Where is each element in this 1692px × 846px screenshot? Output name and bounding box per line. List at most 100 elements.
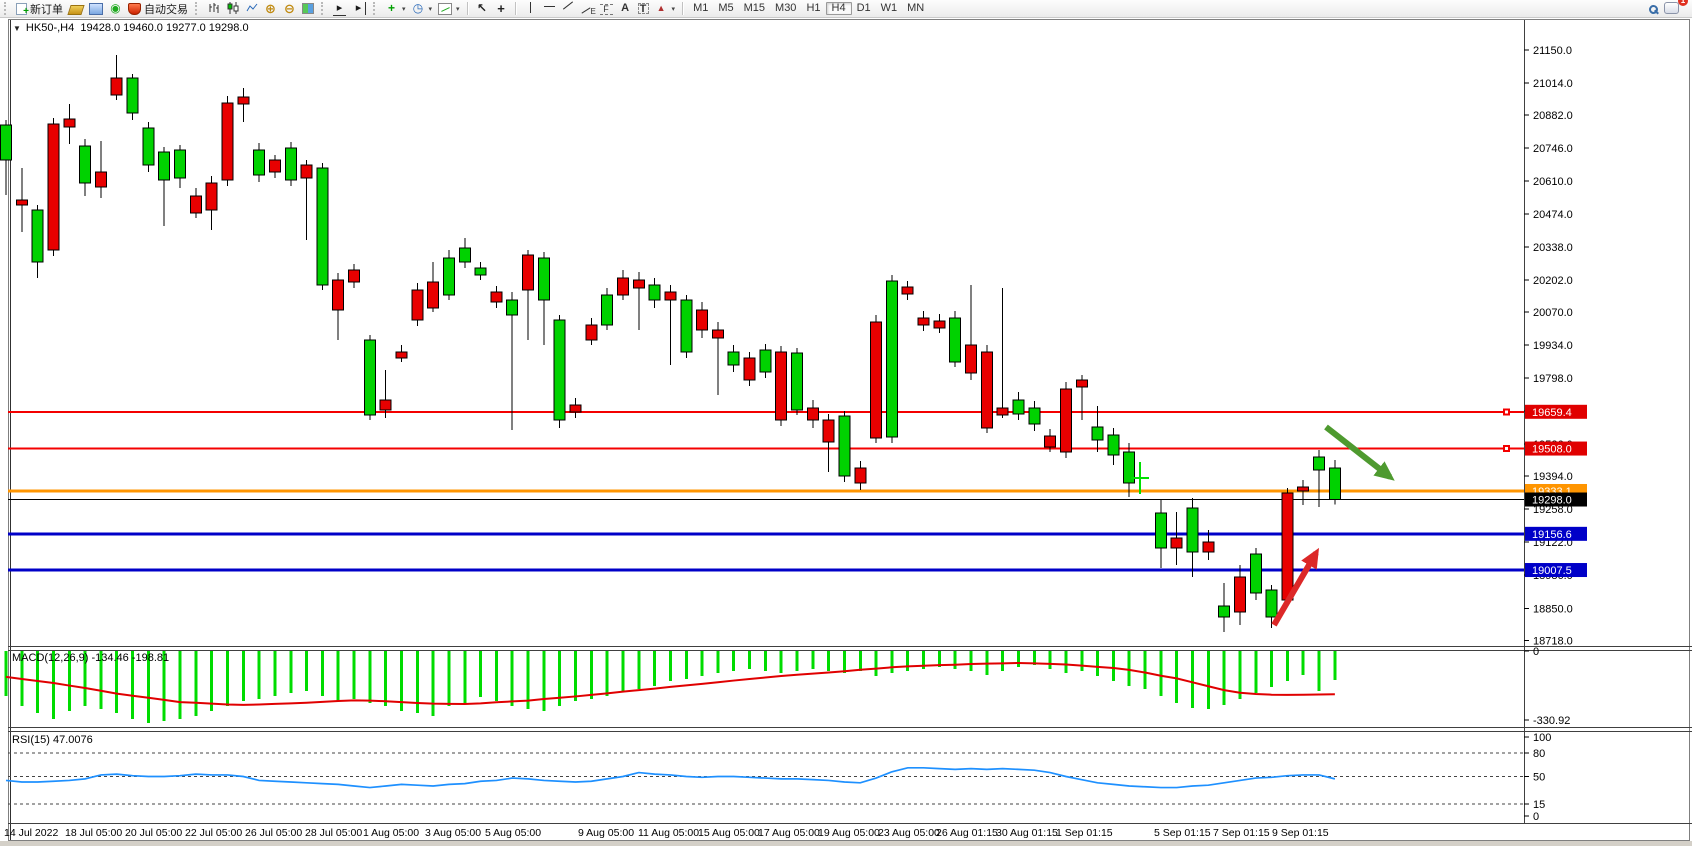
bar-chart-button[interactable] — [204, 1, 223, 17]
notifications-button[interactable] — [1661, 0, 1682, 16]
svg-text:18850.0: 18850.0 — [1533, 603, 1573, 615]
crosshair-button[interactable]: + — [492, 1, 511, 17]
toolbar-drag-handle[interactable] — [4, 2, 10, 15]
chart-title[interactable]: ▼ HK50-,H4 19428.0 19460.0 19277.0 19298.… — [13, 22, 249, 34]
auto-trading-button[interactable]: 自动交易 — [125, 1, 191, 17]
svg-text:1 Sep 01:15: 1 Sep 01:15 — [1056, 827, 1113, 839]
toolbar-separator — [682, 2, 685, 15]
shapes-button[interactable]: ▲ ▾ — [652, 1, 679, 17]
main-toolbar: + 新订单 ◉ 自动交易 ⊕ ⊖ ▸ ▸ + ▾ ◷ ▾ ▾ ↖ + — [0, 0, 1692, 18]
panel-separators — [8, 646, 1692, 824]
timeframe-m30[interactable]: M30 — [770, 1, 801, 16]
chart-symbol: HK50-,H4 — [25, 22, 75, 34]
rsi-indicator-label: RSI(15) 47.0076 — [12, 734, 93, 746]
candlestick-chart-icon — [226, 2, 239, 15]
trendline-button[interactable] — [559, 1, 578, 17]
toolbar-separator — [514, 2, 517, 15]
toolbar-separator — [466, 2, 469, 15]
symbol-dropdown-icon[interactable]: ▼ — [13, 24, 21, 33]
timeframe-h4[interactable]: H4 — [825, 2, 852, 15]
tile-windows-button[interactable] — [299, 1, 317, 17]
search-button[interactable] — [1646, 1, 1661, 17]
zoom-in-icon: ⊕ — [265, 1, 276, 16]
vertical-line-icon — [524, 2, 537, 15]
periods-button[interactable]: ◷ ▾ — [409, 1, 436, 17]
candlestick-chart-button[interactable] — [223, 1, 242, 17]
auto-trading-icon — [128, 3, 141, 15]
svg-text:19156.6: 19156.6 — [1532, 529, 1572, 541]
svg-text:20882.0: 20882.0 — [1533, 110, 1573, 122]
svg-text:7 Sep 01:15: 7 Sep 01:15 — [1213, 827, 1270, 839]
new-order-button[interactable]: + 新订单 — [13, 1, 66, 17]
price-badges: 19659.419508.019333.119298.019156.619007… — [1525, 404, 1587, 578]
terminal-button[interactable] — [86, 1, 106, 17]
channel-icon: E — [581, 2, 596, 16]
signal-button[interactable]: ◉ — [106, 1, 125, 17]
svg-text:15: 15 — [1533, 799, 1545, 811]
chevron-down-icon: ▾ — [402, 5, 406, 13]
timeframe-m15[interactable]: M15 — [739, 1, 770, 16]
horizontal-lines — [8, 408, 1524, 572]
line-chart-button[interactable] — [242, 1, 261, 17]
signal-icon: ◉ — [110, 1, 121, 15]
chevron-down-icon: ▾ — [456, 5, 460, 13]
toolbar-drag-handle[interactable] — [195, 2, 201, 15]
svg-text:18 Jul 05:00: 18 Jul 05:00 — [65, 827, 122, 839]
template-icon — [438, 3, 453, 15]
brush-icon — [67, 4, 85, 15]
channel-button[interactable]: E — [578, 1, 597, 17]
chart-shift-button[interactable]: ▸ — [349, 1, 369, 17]
zoom-in-button[interactable]: ⊕ — [261, 1, 280, 17]
svg-text:9 Aug 05:00: 9 Aug 05:00 — [578, 827, 634, 839]
text-icon: A — [621, 2, 630, 14]
toolbar-drag-handle[interactable] — [321, 2, 327, 15]
chevron-down-icon: ▾ — [671, 5, 676, 13]
svg-text:19798.0: 19798.0 — [1533, 373, 1573, 385]
search-icon — [1649, 5, 1659, 15]
templates-button[interactable]: ▾ — [435, 1, 463, 17]
cursor-icon: ↖ — [477, 1, 488, 15]
timeframe-w1[interactable]: W1 — [876, 1, 903, 16]
indicators-button[interactable]: + ▾ — [382, 1, 409, 17]
svg-text:50: 50 — [1533, 772, 1545, 784]
svg-text:22 Jul 05:00: 22 Jul 05:00 — [185, 827, 242, 839]
horizontal-line-button[interactable] — [540, 1, 559, 17]
timeframe-m1[interactable]: M1 — [688, 1, 713, 16]
text-label-button[interactable]: T — [635, 1, 652, 17]
fibonacci-icon: F — [599, 3, 613, 15]
tile-windows-icon — [302, 3, 314, 14]
green-down-arrow — [1324, 424, 1395, 481]
rsi-panel — [5, 752, 1524, 805]
horizontal-line-icon — [543, 2, 556, 15]
svg-text:5 Sep 01:15: 5 Sep 01:15 — [1154, 827, 1211, 839]
vertical-line-button[interactable] — [521, 1, 540, 17]
svg-text:100: 100 — [1533, 732, 1551, 744]
toolbar-drag-handle[interactable] — [373, 2, 379, 15]
timeframe-h1[interactable]: H1 — [801, 1, 825, 16]
auto-scroll-icon: ▸ — [333, 2, 346, 16]
auto-scroll-button[interactable]: ▸ — [330, 1, 349, 17]
timeframe-d1[interactable]: D1 — [852, 1, 876, 16]
red-up-arrow — [1271, 547, 1320, 627]
cursor-button[interactable]: ↖ — [473, 1, 492, 17]
svg-text:9 Sep 01:15: 9 Sep 01:15 — [1272, 827, 1329, 839]
timeframe-m5[interactable]: M5 — [713, 1, 738, 16]
svg-text:18718.0: 18718.0 — [1533, 635, 1573, 647]
svg-text:20 Jul 05:00: 20 Jul 05:00 — [125, 827, 182, 839]
bar-chart-icon — [207, 2, 220, 15]
new-order-icon: + — [16, 2, 29, 16]
styler-button[interactable] — [66, 1, 86, 17]
zoom-out-button[interactable]: ⊖ — [280, 1, 299, 17]
svg-text:19 Aug 05:00: 19 Aug 05:00 — [818, 827, 880, 839]
fibonacci-button[interactable]: F — [597, 1, 616, 17]
price-chart[interactable]: 21150.0 21014.0 20882.0 20746.0 20610.0 20474… — [0, 17, 1692, 846]
svg-text:1 Aug 05:00: 1 Aug 05:00 — [363, 827, 419, 839]
price-axis: 21150.0 21014.0 20882.0 20746.0 20610.0 20474… — [1524, 20, 1573, 823]
svg-text:28 Jul 05:00: 28 Jul 05:00 — [305, 827, 362, 839]
text-button[interactable]: A — [616, 1, 635, 17]
svg-text:80: 80 — [1533, 748, 1545, 760]
timeframe-mn[interactable]: MN — [902, 1, 929, 16]
svg-text:20746.0: 20746.0 — [1533, 143, 1573, 155]
macd-signal-line — [5, 661, 1335, 706]
